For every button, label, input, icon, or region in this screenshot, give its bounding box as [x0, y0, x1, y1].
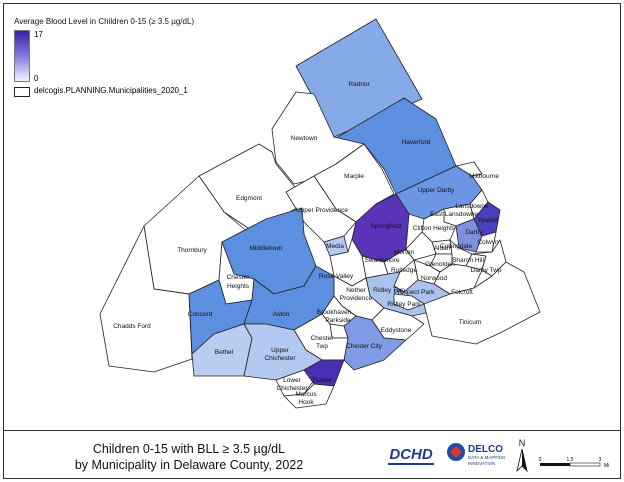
label-springfield: Springfield: [371, 223, 402, 230]
dchd-logo-text: DCHD: [389, 446, 432, 463]
municipality-ridley-park: [393, 293, 425, 311]
scale-tick-0: 0: [539, 457, 542, 463]
label-marcus-hook-2: Hook: [298, 399, 314, 406]
label-upper-chichester-2: Chichester: [264, 355, 296, 362]
label-rose-valley: Rose Valley: [319, 273, 354, 280]
municipality-tinicum: [423, 261, 541, 345]
scale-tick-1: 1.5: [567, 457, 574, 463]
label-aston: Aston: [273, 311, 290, 318]
municipality-lower-chichester: [275, 369, 315, 397]
north-arrow-label: N: [519, 438, 526, 448]
label-aldan: Aldan: [434, 245, 451, 252]
legend-max-label: 17: [34, 30, 43, 39]
delco-logo-name: DELCO: [468, 444, 503, 455]
label-upper-providence: Upper Providence: [296, 207, 348, 214]
label-chester-city: Chester City: [346, 343, 383, 350]
municipality-millbourne: [455, 161, 483, 177]
label-trainer: Trainer: [312, 377, 333, 384]
label-darby-twp: Darby Twp: [471, 267, 502, 274]
label-ridley-twp: Ridley Twp: [373, 287, 405, 294]
dchd-logo: DCHD: [388, 446, 434, 465]
municipality-marcus-hook: [283, 383, 335, 409]
label-marcus-hook-1: Marcus: [295, 391, 317, 398]
label-east-lansdowne: East Lansdowne: [430, 211, 478, 218]
label-marple: Marple: [344, 173, 364, 180]
label-prospect-park: Prospect Park: [394, 289, 436, 296]
label-upper-chichester-1: Upper: [271, 347, 290, 354]
legend-title: Average Blood Level in Children 0-15 (≥ …: [14, 17, 195, 26]
label-brookhaven: Brookhaven: [317, 309, 352, 316]
north-arrow: N: [516, 438, 528, 473]
label-eddystone: Eddystone: [381, 327, 412, 334]
label-lansdowne: Lansdowne: [455, 203, 489, 210]
label-chester-twp-2: Twp: [316, 343, 328, 350]
delco-logo: DELCO DATA & MAPPING INNOVATION: [447, 443, 506, 466]
label-upper-darby: Upper Darby: [418, 187, 456, 194]
municipality-edgmont: [198, 143, 305, 233]
label-clifton-heights: Clifton Heights: [413, 225, 456, 232]
label-thornbury: Thornbury: [177, 247, 207, 254]
municipality-upper-providence: [285, 175, 357, 243]
label-concord: Concord: [188, 311, 213, 318]
label-radnor: Radnor: [348, 81, 370, 88]
map-area: Radnor Haverford Newtown Marple Edgmont …: [4, 4, 620, 430]
label-newtown: Newtown: [291, 135, 318, 142]
label-bethel: Bethel: [215, 349, 234, 356]
label-collingdale: Collingdale: [440, 243, 473, 250]
label-chester-heights-1: Chester: [227, 274, 251, 281]
scale-bar: 0 1.5 3 Mi: [539, 457, 610, 469]
label-chadds-ford: Chadds Ford: [113, 323, 151, 330]
label-media: Media: [326, 243, 344, 250]
label-morton: Morton: [394, 249, 415, 256]
label-glenolden: Glenolden: [425, 261, 455, 268]
delco-logo-sub1: DATA & MAPPING: [468, 455, 506, 460]
label-folcroft: Folcroft: [451, 289, 473, 296]
label-millbourne: Millbourne: [469, 173, 499, 180]
label-chester-twp-1: Chester: [311, 335, 335, 342]
label-rutledge: Rutledge: [391, 267, 417, 274]
label-yeadon: Yeadon: [477, 217, 499, 224]
legend-min-label: 0: [34, 74, 39, 83]
municipality-rutledge: [405, 231, 437, 261]
label-tinicum: Tinicum: [459, 319, 482, 326]
scale-unit: Mi: [604, 463, 609, 469]
label-lower-chichester-2: Chichester: [276, 385, 308, 392]
map-title: Children 0-15 with BLL ≥ 3.5 µg/dL by Mu…: [4, 441, 374, 473]
map-layout: Radnor Haverford Newtown Marple Edgmont …: [3, 3, 621, 479]
label-swarthmore: Swarthmore: [364, 257, 399, 264]
map-title-line2: by Municipality in Delaware County, 2022: [74, 458, 304, 472]
municipality-labels: Radnor Haverford Newtown Marple Edgmont …: [113, 81, 502, 406]
label-colwyn: Colwyn: [477, 239, 499, 246]
legend-boundary-swatch: [14, 87, 30, 97]
map-title-line1: Children 0-15 with BLL ≥ 3.5 µg/dL: [92, 442, 286, 456]
label-haverford: Haverford: [402, 139, 431, 146]
label-darby: Darby: [465, 229, 483, 236]
scale-tick-2: 3: [599, 457, 602, 463]
label-parkside: Parkside: [325, 317, 351, 324]
label-chester-heights-2: Heights: [227, 283, 250, 290]
label-sharon-hill: Sharon Hill: [452, 257, 484, 264]
municipality-trainer: [303, 359, 345, 387]
label-edgmont: Edgmont: [236, 195, 262, 202]
label-ridley-park: Ridley Park: [387, 301, 421, 308]
label-middletown: Middletown: [250, 245, 283, 252]
municipality-map: Radnor Haverford Newtown Marple Edgmont …: [99, 18, 541, 409]
label-nether-providence-2: Providence: [340, 295, 373, 302]
legend-color-ramp: [14, 30, 30, 82]
label-norwood: Norwood: [421, 275, 447, 282]
label-lower-chichester-1: Lower: [283, 377, 302, 384]
title-block: Children 0-15 with BLL ≥ 3.5 µg/dL by Mu…: [4, 430, 620, 479]
delco-logo-sub2: INNOVATION: [468, 461, 495, 466]
legend-layer-label: delcogis.PLANNING.Municipalities_2020_1: [34, 86, 188, 95]
label-nether-providence-1: Nether: [346, 287, 366, 294]
